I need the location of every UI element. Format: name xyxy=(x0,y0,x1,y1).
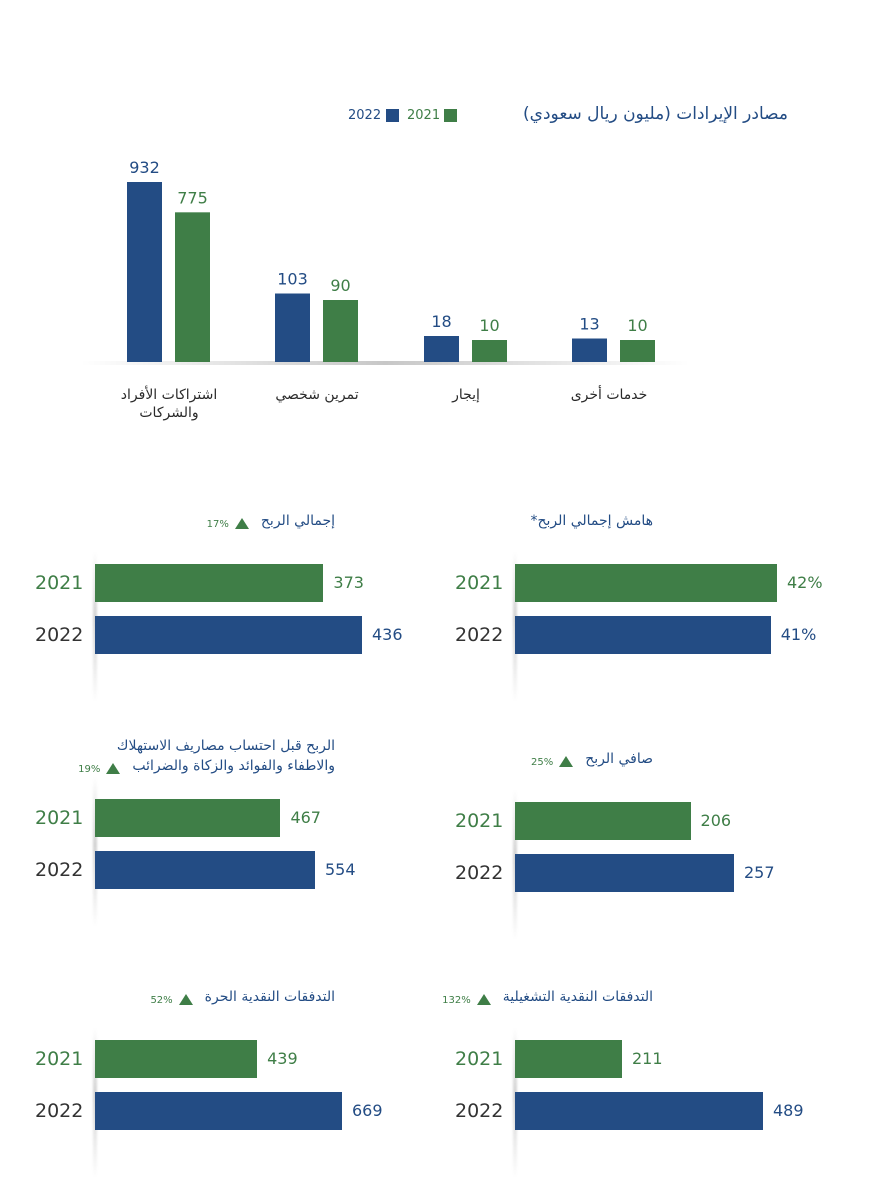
kpi-bar-value-2021: 42% xyxy=(787,573,823,592)
kpi-bar-2021 xyxy=(515,564,777,602)
kpi-bar-value-2022: 41% xyxy=(780,625,817,644)
kpi-panel: هامش إجمالي الربح* 2021 42% 2022 41% xyxy=(455,512,855,702)
increase-triangle-icon xyxy=(106,763,121,774)
revenue-value-2022-0: 932 xyxy=(129,158,160,177)
revenue-category-label: خدمات أخرى xyxy=(570,387,648,403)
kpi-panel: إجمالي الربح 17% 2021 373 2022 436 xyxy=(35,512,435,702)
kpi-title: التدفقات النقدية الحرة xyxy=(204,989,335,1005)
kpi-title: والاطفاء والفوائد والزكاة والضرائب xyxy=(132,758,335,774)
revenue-bar-2022-1 xyxy=(275,293,310,362)
kpi-panel: صافي الربح 25% 2021 206 2022 257 xyxy=(455,750,855,940)
increase-triangle-icon xyxy=(234,518,249,529)
kpi-year-label: 2021 xyxy=(35,572,84,594)
kpi-year-label: 2022 xyxy=(35,624,84,646)
kpi-year-label: 2021 xyxy=(455,572,504,594)
kpi-title: صافي الربح xyxy=(585,751,653,767)
kpi-bar-value-2022: 436 xyxy=(372,625,403,644)
kpi-bar-value-2022: 554 xyxy=(325,860,356,879)
kpi-panel: الربح قبل احتساب مصاريف الاستهلاك والاطفا… xyxy=(35,737,435,927)
revenue-bar-chart: 932 775 103 90 18 10 13 10 xyxy=(80,158,690,365)
kpi-year-label: 2022 xyxy=(35,1100,84,1122)
kpi-title: التدفقات النقدية التشغيلية xyxy=(502,989,653,1005)
kpi-change-percent: 25% xyxy=(530,757,554,768)
kpi-bar-value-2021: 206 xyxy=(700,811,732,830)
revenue-category-label: تمرين شخصي xyxy=(275,387,359,403)
kpi-change-percent: 19% xyxy=(78,764,101,775)
increase-triangle-icon xyxy=(178,994,193,1005)
legend-swatch-2021 xyxy=(444,109,457,122)
kpi-bar-2022 xyxy=(95,851,315,889)
kpi-year-label: 2022 xyxy=(455,1100,504,1122)
revenue-bar-2022-3 xyxy=(572,338,607,362)
revenue-value-2022-1: 103 xyxy=(277,270,308,289)
kpi-bar-value-2022: 669 xyxy=(352,1101,383,1120)
kpi-year-label: 2022 xyxy=(35,859,84,881)
revenue-bar-2022-2 xyxy=(424,336,459,362)
kpi-bar-2022 xyxy=(95,1092,342,1130)
revenue-value-2021-2: 10 xyxy=(479,316,499,335)
kpi-bar-2022 xyxy=(515,616,771,654)
increase-triangle-icon xyxy=(476,994,491,1005)
kpi-bar-2022 xyxy=(515,854,734,892)
revenue-value-2021-0: 775 xyxy=(177,188,208,207)
kpi-bar-2021 xyxy=(515,802,691,840)
kpi-bar-2021 xyxy=(95,1040,258,1078)
legend-swatch-2022 xyxy=(386,109,399,122)
revenue-category-label: إيجار xyxy=(452,387,480,403)
revenue-category-label: اشتراكات الأفراد والشركات xyxy=(120,387,218,421)
kpi-year-label: 2021 xyxy=(35,1048,84,1070)
kpi-bar-2021 xyxy=(515,1040,622,1078)
kpi-bar-2021 xyxy=(95,564,324,602)
kpi-change-percent: 132% xyxy=(442,995,471,1006)
kpi-change-percent: 52% xyxy=(150,995,173,1006)
kpi-bar-value-2022: 489 xyxy=(773,1101,804,1120)
kpi-year-label: 2022 xyxy=(455,862,504,884)
revenue-value-2021-1: 90 xyxy=(330,276,350,295)
revenue-bar-2021-2 xyxy=(472,340,507,362)
increase-triangle-icon xyxy=(559,756,574,767)
kpi-year-label: 2021 xyxy=(455,810,504,832)
kpi-change-percent: 17% xyxy=(206,519,229,530)
kpi-bar-2022 xyxy=(95,616,362,654)
kpi-title: الربح قبل احتساب مصاريف الاستهلاك xyxy=(116,738,335,754)
revenue-value-2022-2: 18 xyxy=(431,312,451,331)
revenue-value-2021-3: 10 xyxy=(627,316,647,335)
kpi-bar-2021 xyxy=(95,799,281,837)
kpi-bar-2022 xyxy=(515,1092,763,1130)
kpi-title: هامش إجمالي الربح* xyxy=(530,513,653,529)
revenue-value-2022-3: 13 xyxy=(579,315,599,334)
kpi-panel: التدفقات النقدية التشغيلية 132% 2021 211 202… xyxy=(442,988,855,1178)
revenue-baseline xyxy=(80,361,690,365)
kpi-bar-value-2021: 439 xyxy=(267,1049,298,1068)
legend-label-2021: 2021 xyxy=(407,108,441,123)
kpi-year-label: 2022 xyxy=(455,624,504,646)
revenue-chart-title: مصادر الإيرادات (مليون ريال سعودي) xyxy=(523,104,788,124)
kpi-panel: التدفقات النقدية الحرة 52% 2021 439 2022 669 xyxy=(35,988,435,1178)
kpi-year-label: 2021 xyxy=(35,807,84,829)
kpi-title: إجمالي الربح xyxy=(260,513,335,529)
kpi-year-label: 2021 xyxy=(455,1048,504,1070)
kpi-bar-value-2022: 257 xyxy=(744,863,775,882)
revenue-bar-2021-3 xyxy=(620,340,655,362)
legend-label-2022: 2022 xyxy=(348,108,382,123)
kpi-bar-value-2021: 373 xyxy=(333,573,364,592)
revenue-bar-2022-0 xyxy=(127,182,162,362)
kpi-bar-value-2021: 211 xyxy=(632,1049,663,1068)
revenue-bar-2021-1 xyxy=(323,300,358,362)
kpi-bar-value-2021: 467 xyxy=(290,808,321,827)
revenue-bar-2021-0 xyxy=(175,212,210,362)
